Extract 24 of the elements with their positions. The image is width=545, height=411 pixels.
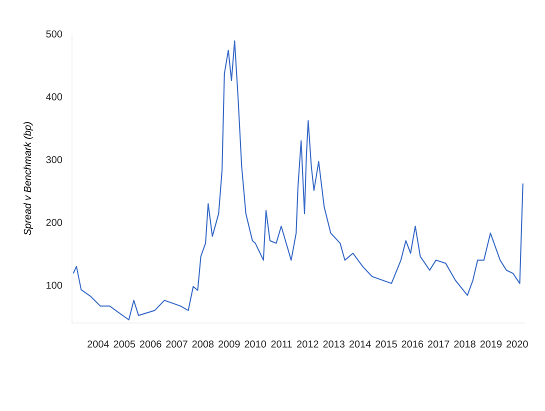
y-tick-label: 400 — [46, 93, 62, 100]
x-tick-label: 2018 — [454, 340, 476, 348]
y-tick-label: 300 — [46, 156, 62, 164]
y-tick-label: 200 — [46, 218, 62, 226]
x-tick-label: 2012 — [297, 340, 318, 348]
x-tick-label: 2009 — [218, 340, 240, 348]
x-tick-label: 2017 — [428, 340, 450, 348]
x-tick-label: 2019 — [480, 340, 502, 348]
x-tick-label: 2004 — [88, 340, 110, 348]
x-tick-label: 2006 — [140, 340, 162, 348]
x-tick-label: 2007 — [166, 340, 188, 348]
y-tick-label: 500 — [46, 30, 62, 38]
y-tick-label: 100 — [46, 282, 62, 289]
x-tick-label: 2011 — [271, 340, 292, 348]
x-tick-label: 2013 — [323, 340, 345, 348]
x-tick-label: 2005 — [114, 340, 136, 348]
x-tick-label: 2010 — [244, 340, 266, 348]
line-series — [72, 40, 524, 320]
x-tick-label: 2016 — [402, 340, 424, 348]
x-tick-label: 2014 — [349, 340, 371, 348]
y-axis-title: Spread v Benchmark (bp) — [24, 122, 33, 236]
x-tick-label: 2020 — [506, 340, 528, 348]
x-tick-label: 2015 — [376, 340, 397, 348]
x-tick-label: 2008 — [192, 340, 214, 348]
